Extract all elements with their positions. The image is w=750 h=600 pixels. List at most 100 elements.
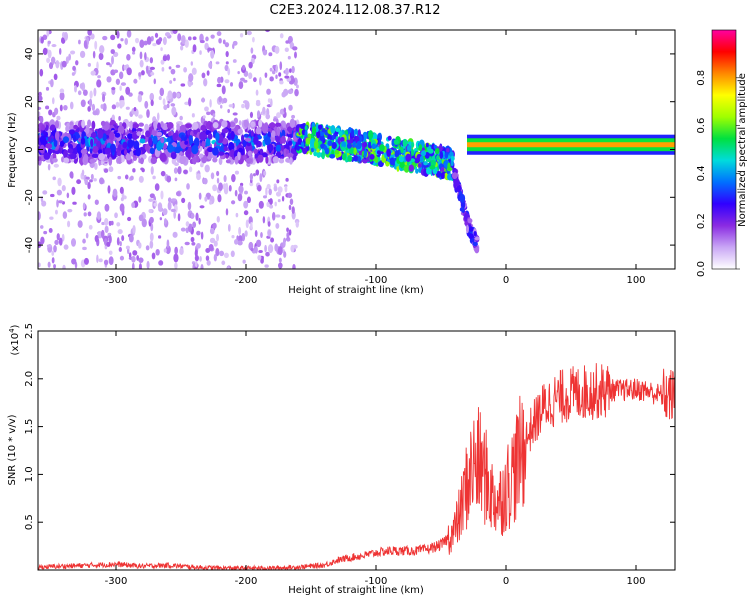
spectrogram-cell <box>184 39 189 48</box>
spectrogram-cell <box>317 124 323 130</box>
spectrogram-cell <box>82 246 87 251</box>
spectrogram-cell <box>212 121 219 129</box>
colorbar: 0.0 0.2 0.4 0.6 0.8 Normalized spectral ampl… <box>696 29 748 277</box>
spectrogram-cell <box>296 84 299 89</box>
spectrogram-cell <box>402 138 408 147</box>
spectrogram-cell <box>209 227 215 235</box>
spectrogram-cell <box>48 62 54 70</box>
spectrogram-cell <box>237 71 240 75</box>
spectrogram-cell <box>330 135 335 141</box>
colorbar-gradient <box>712 30 736 269</box>
spectrogram-cell <box>363 148 368 158</box>
spectrogram-cell <box>222 39 226 45</box>
spectrogram-cell <box>48 109 53 116</box>
spectrogram-cell <box>153 78 157 85</box>
spectrogram-cell <box>255 208 259 214</box>
spectrogram-cell <box>216 215 220 223</box>
spectrogram-cell <box>230 130 235 141</box>
spectrogram-cell <box>39 135 47 144</box>
spectrogram-cell <box>394 150 400 158</box>
spectrogram-cell <box>179 124 186 132</box>
spectrogram-cell <box>279 80 284 85</box>
spectrogram-cell <box>316 148 320 153</box>
spectrogram-cell <box>228 104 234 108</box>
spectrogram-cell <box>185 221 190 227</box>
spectrogram-cell <box>154 32 159 38</box>
spectrogram-cell <box>262 49 268 56</box>
spectrogram-cell <box>123 149 128 156</box>
spectrogram-cell <box>237 128 243 135</box>
spectrogram-cell <box>139 138 146 144</box>
spectrogram-cell <box>262 216 266 224</box>
spectrogram-cell <box>180 227 186 232</box>
spectrogram-cell <box>66 192 70 199</box>
spectrogram-y-tick-label: 20 <box>24 95 35 108</box>
spectrogram-cell <box>146 109 150 118</box>
spectrogram-cell <box>265 187 268 196</box>
spectrogram-cell <box>164 32 171 37</box>
spectrogram-cell <box>110 34 116 41</box>
spectrogram-cell <box>227 266 230 269</box>
spectrogram-cell <box>363 134 368 140</box>
spectrogram-cell <box>216 170 220 177</box>
spectrogram-cell <box>335 127 341 133</box>
spectrogram-cell <box>115 78 121 85</box>
spectrogram-cell <box>194 254 199 262</box>
snr-marks <box>38 363 675 570</box>
spectrogram-cell <box>102 133 107 142</box>
spectrogram-cell <box>145 130 151 138</box>
spectrogram-cell <box>70 50 76 55</box>
spectrogram-cell <box>187 201 192 211</box>
spectrogram-cell <box>68 129 76 135</box>
spectrogram-cell <box>88 98 93 108</box>
spectrogram-cell <box>179 247 184 256</box>
spectrogram-cell <box>212 113 216 118</box>
spectrogram-cell <box>379 144 385 152</box>
spectrogram-cell <box>50 124 56 131</box>
spectrogram-cell <box>170 152 177 160</box>
spectrogram-y-tick-label: 40 <box>24 48 35 61</box>
spectrogram-cell <box>287 89 294 95</box>
spectrogram-cell <box>468 226 474 232</box>
spectrogram-cell <box>341 140 346 149</box>
spectrogram-cell <box>209 237 216 244</box>
spectrogram-cell <box>138 72 142 77</box>
spectrogram-cell <box>275 74 278 79</box>
spectrogram-cell <box>444 172 448 180</box>
spectrogram-cell <box>217 151 225 156</box>
spectrogram-cell <box>216 177 220 184</box>
spectrogram-cell <box>202 115 206 119</box>
spectrogram-cell <box>282 88 289 97</box>
spectrogram-cell <box>271 211 276 221</box>
spectrogram-cell <box>98 177 105 185</box>
spectrogram-cell <box>43 230 48 235</box>
spectrogram-cell <box>257 184 262 192</box>
spectrogram-cell <box>230 82 234 87</box>
spectrogram-cell <box>53 138 58 148</box>
spectrogram-cell <box>131 255 136 263</box>
spectrogram-cell <box>279 61 283 71</box>
spectrogram-cell <box>109 131 115 141</box>
spectrogram-marks <box>38 30 675 269</box>
spectrogram-cell <box>52 176 56 181</box>
snr-x-tick-label: -200 <box>235 576 258 587</box>
spectrogram-cell <box>224 79 230 84</box>
spectrogram-cell <box>145 245 150 251</box>
spectrogram-cell <box>315 123 319 133</box>
spectrogram-cell <box>67 208 73 213</box>
spectrogram-cell <box>151 252 156 260</box>
spectrogram-cell <box>159 87 165 97</box>
spectrogram-cell <box>192 122 199 130</box>
spectrogram-cell <box>85 141 89 147</box>
spectrogram-cell <box>199 205 205 209</box>
spectrogram-cell <box>47 163 51 171</box>
spectrogram-cell <box>198 153 204 158</box>
spectrogram-cell <box>148 208 152 213</box>
spectrogram-cell <box>351 129 355 137</box>
spectrogram-cell <box>353 148 357 156</box>
spectrogram-cell <box>53 163 59 168</box>
spectrogram-cell <box>346 142 352 149</box>
spectrogram-cell <box>149 232 154 242</box>
spectrogram-cell <box>89 179 93 183</box>
spectrogram-cell <box>167 90 173 100</box>
